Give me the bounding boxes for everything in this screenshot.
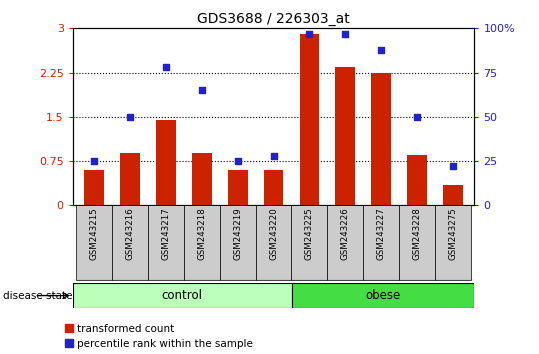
- Bar: [77, 205, 112, 280]
- Bar: [327, 205, 363, 280]
- Text: GSM243218: GSM243218: [197, 207, 206, 260]
- Text: GSM243226: GSM243226: [341, 207, 350, 260]
- Point: [448, 164, 457, 169]
- Text: GSM243217: GSM243217: [162, 207, 170, 260]
- Point: [162, 64, 170, 70]
- Text: control: control: [162, 289, 203, 302]
- Bar: [435, 205, 471, 280]
- Point: [90, 158, 99, 164]
- Point: [233, 158, 242, 164]
- Bar: [292, 205, 327, 280]
- Bar: [156, 120, 176, 205]
- Bar: [363, 205, 399, 280]
- Bar: [335, 67, 355, 205]
- Legend: transformed count, percentile rank within the sample: transformed count, percentile rank withi…: [65, 324, 253, 349]
- Text: obese: obese: [365, 289, 400, 302]
- Text: GSM243275: GSM243275: [448, 207, 457, 260]
- Bar: [184, 205, 220, 280]
- Text: GSM243228: GSM243228: [412, 207, 421, 260]
- Text: GSM243216: GSM243216: [126, 207, 135, 260]
- Text: disease state: disease state: [3, 291, 72, 301]
- Bar: [228, 170, 247, 205]
- Bar: [264, 170, 284, 205]
- Point: [341, 31, 350, 36]
- Bar: [85, 170, 104, 205]
- Bar: [292, 283, 474, 308]
- Text: GSM243215: GSM243215: [90, 207, 99, 260]
- Point: [413, 114, 421, 120]
- Text: GSM243227: GSM243227: [377, 207, 385, 260]
- Bar: [399, 205, 435, 280]
- Point: [270, 153, 278, 159]
- Bar: [443, 185, 462, 205]
- Bar: [300, 34, 319, 205]
- Bar: [407, 155, 427, 205]
- Bar: [148, 205, 184, 280]
- Bar: [220, 205, 255, 280]
- Title: GDS3688 / 226303_at: GDS3688 / 226303_at: [197, 12, 350, 26]
- Text: GSM243220: GSM243220: [269, 207, 278, 260]
- Text: GSM243225: GSM243225: [305, 207, 314, 260]
- Bar: [255, 205, 292, 280]
- Bar: [120, 153, 140, 205]
- Bar: [73, 283, 292, 308]
- Point: [377, 47, 385, 52]
- Point: [126, 114, 134, 120]
- Point: [305, 31, 314, 36]
- Bar: [112, 205, 148, 280]
- Point: [197, 87, 206, 93]
- Text: GSM243219: GSM243219: [233, 207, 242, 260]
- Bar: [371, 73, 391, 205]
- Bar: [192, 153, 212, 205]
